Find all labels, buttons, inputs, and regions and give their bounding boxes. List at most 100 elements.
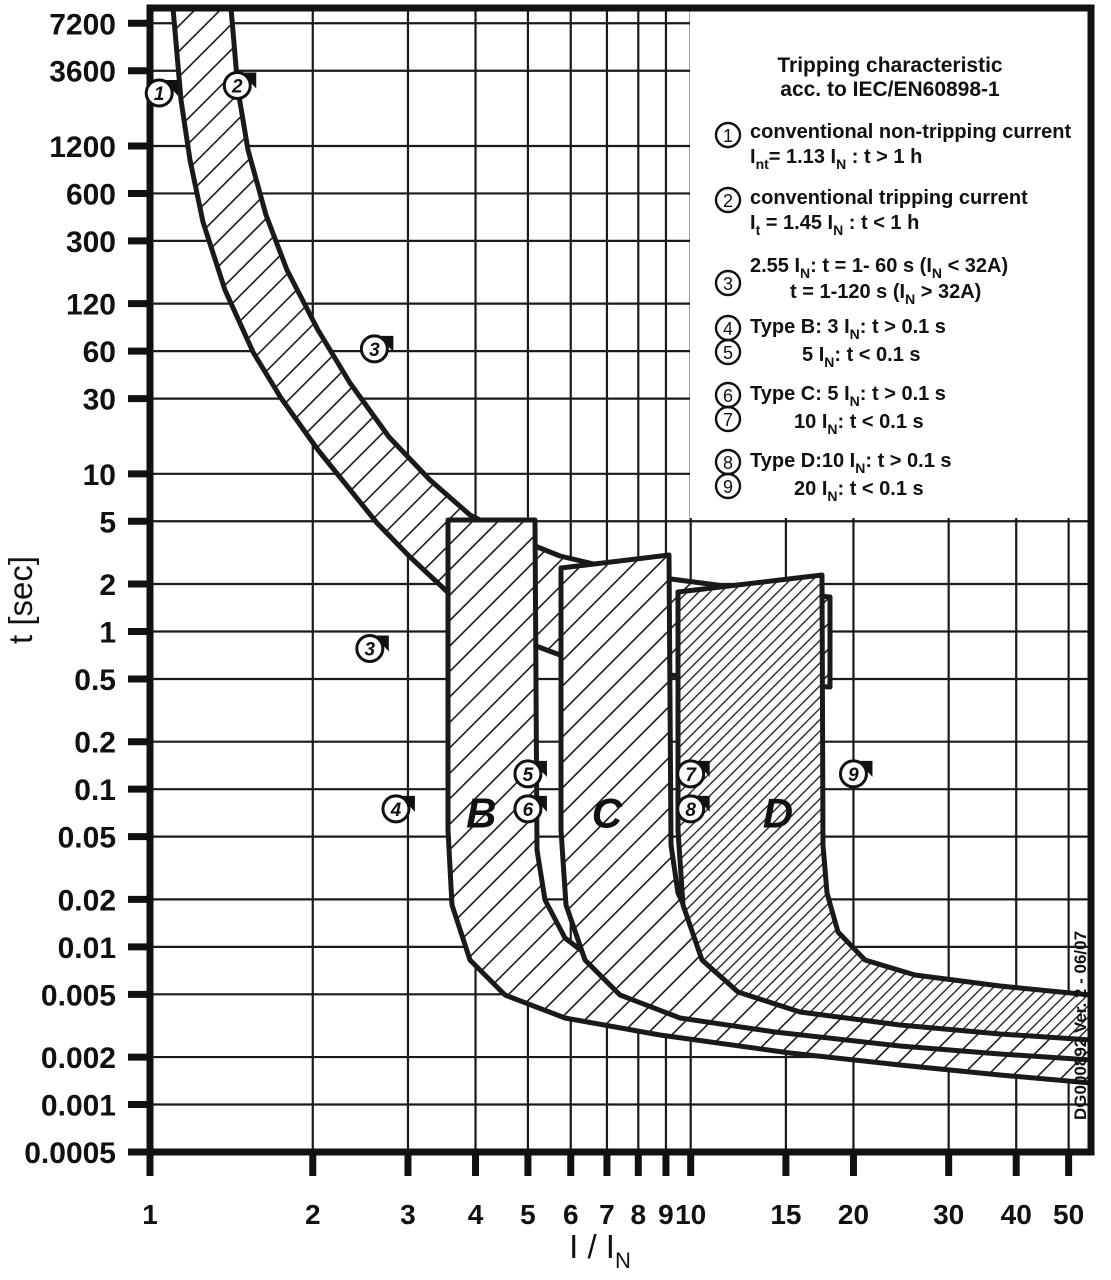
- legend-entry-6-line1: Type C: 5 IN: t > 0.1 s: [750, 383, 946, 409]
- y-tick-label: 60: [83, 336, 116, 369]
- y-tick-label: 0.02: [58, 884, 116, 917]
- x-axis-title: I / IN: [569, 1228, 631, 1273]
- legend-bullet-3-icon: [714, 269, 742, 297]
- figure-side-code: DG000892 Ver. 2 - 06/07: [1071, 931, 1090, 1120]
- legend-bullet-4-label: 4: [723, 319, 733, 339]
- legend-title-line2: acc. to IEC/EN60898-1: [780, 78, 1000, 101]
- curve-marker-4: 4: [381, 794, 415, 824]
- curve-marker-3: 3: [359, 334, 394, 364]
- y-axis-title-text: t [sec]: [2, 556, 39, 644]
- legend-bullet-5-icon: [714, 338, 742, 366]
- legend-bullet-2-label: 2: [723, 191, 733, 211]
- marker-circle-icon: [513, 759, 543, 789]
- legend-entry-3-line2: t = 1-120 s (IN > 32A): [790, 281, 981, 307]
- legend-entry-4: 4 Type B: 3 IN: t > 0.1 s: [714, 314, 946, 342]
- legend-entry-7: 7 10 IN: t < 0.1 s: [714, 405, 924, 437]
- y-tick-label: 5: [99, 506, 116, 539]
- legend-entry-3: 3 2.55 IN: t = 1- 60 s (IN < 32A) t = 1-…: [714, 255, 1008, 307]
- y-tick-label: 0.0005: [24, 1137, 116, 1170]
- y-tick-label: 0.5: [74, 664, 116, 697]
- y-tick-label: 0.001: [41, 1090, 116, 1123]
- marker-circle-icon: [838, 759, 868, 789]
- legend-entry-1: 1 conventional non-tripping current Int=…: [714, 121, 1071, 172]
- x-tick-label: 5: [520, 1199, 536, 1230]
- y-tick-label: 0.1: [74, 774, 116, 807]
- legend-bullet-6-label: 6: [723, 386, 733, 406]
- legend-entry-5: 5 5 IN: t < 0.1 s: [714, 338, 921, 370]
- legend-entry-2-line2: It = 1.45 IN : t < 1 h: [750, 212, 919, 238]
- marker-number-label: 6: [523, 800, 534, 821]
- x-tick-label: 30: [933, 1199, 964, 1230]
- curve-markers: 1 2 3 3 4 5 6 7 8 9: [144, 71, 873, 824]
- y-tick-label: 0.2: [74, 727, 116, 760]
- marker-number-label: 1: [154, 84, 165, 105]
- tripping-bands: [170, 8, 1091, 1086]
- legend-bullet-1-icon: [714, 121, 742, 149]
- zone-letters: B C D: [466, 790, 793, 837]
- legend-content: Tripping characteristic acc. to IEC/EN60…: [714, 54, 1071, 504]
- svg-text:I / IN: I / IN: [569, 1228, 631, 1273]
- legend-bullet-3-label: 3: [723, 274, 733, 294]
- marker-circle-icon: [676, 794, 706, 824]
- zone-label-b: B: [466, 790, 496, 837]
- curve-marker-9: 9: [838, 759, 873, 789]
- x-tick-label: 15: [770, 1199, 801, 1230]
- legend-panel: [690, 8, 1091, 518]
- zone-label-c: C: [592, 790, 623, 837]
- legend-entry-4-line1: Type B: 3 IN: t > 0.1 s: [750, 316, 946, 342]
- marker-circle-icon: [144, 78, 174, 108]
- legend-bullet-8-label: 8: [723, 453, 733, 473]
- y-tick-label: 0.005: [41, 979, 116, 1012]
- x-tick-label: 9: [658, 1199, 674, 1230]
- plot-frame: [146, 4, 1095, 1156]
- zone-label-d: D: [763, 790, 793, 837]
- y-tick-label: 1200: [49, 131, 116, 164]
- curve-marker-5: 5: [513, 759, 547, 789]
- x-tick-label: 20: [838, 1199, 869, 1230]
- x-tick-label: 50: [1053, 1199, 1084, 1230]
- type-b-zone: [445, 517, 1091, 1086]
- marker-circle-icon: [513, 794, 543, 824]
- marker-number-label: 7: [685, 765, 697, 786]
- y-tick-label: 7200: [49, 8, 116, 41]
- marker-number-label: 2: [231, 77, 243, 98]
- legend-bullet-7-label: 7: [723, 410, 733, 430]
- type-d-zone: [675, 572, 1091, 1043]
- curve-marker-8: 8: [676, 794, 710, 824]
- legend-entry-9: 9 20 IN: t < 0.1 s: [714, 472, 924, 504]
- legend-entry-5-line1: 5 IN: t < 0.1 s: [802, 344, 921, 370]
- marker-circle-icon: [359, 334, 389, 364]
- x-tick-label: 8: [631, 1199, 647, 1230]
- marker-number-label: 9: [848, 765, 859, 786]
- x-tick-label: 7: [599, 1199, 615, 1230]
- curve-marker-6: 6: [513, 794, 547, 824]
- y-tick-label: 600: [66, 178, 116, 211]
- y-tick-label: 300: [66, 226, 116, 259]
- y-tick-label: 120: [66, 289, 116, 322]
- legend-entry-3-line1: 2.55 IN: t = 1- 60 s (IN < 32A): [750, 255, 1008, 281]
- marker-circle-icon: [222, 71, 252, 101]
- legend-entry-7-line1: 10 IN: t < 0.1 s: [794, 411, 924, 437]
- marker-number-label: 4: [390, 800, 402, 821]
- y-tick-label: 2: [99, 569, 116, 602]
- marker-number-label: 3: [369, 340, 380, 361]
- marker-number-label: 8: [685, 800, 696, 821]
- marker-circle-icon: [355, 634, 385, 664]
- legend-entry-8-line1: Type D:10 IN: t > 0.1 s: [750, 450, 952, 476]
- legend-entry-2-line1: conventional tripping current: [750, 187, 1028, 209]
- legend-bullet-5-label: 5: [723, 343, 733, 363]
- y-tick-label: 0.05: [58, 822, 116, 855]
- legend-bullet-2-icon: [714, 186, 742, 214]
- x-tick-label: 4: [468, 1199, 484, 1230]
- legend-entry-1-line1: conventional non-tripping current: [750, 121, 1071, 143]
- legend-title-line1: Tripping characteristic: [777, 54, 1003, 77]
- marker-circle-icon: [676, 759, 706, 789]
- legend-bullet-9-icon: [714, 472, 742, 500]
- curve-marker-2: 2: [222, 71, 257, 101]
- x-axis-title-main: I / I: [569, 1228, 615, 1265]
- x-axis-title-sub: N: [615, 1248, 631, 1273]
- x-tick-label: 10: [675, 1199, 706, 1230]
- y-axis-ticks: 7200 3600 1200 600 300 120 60 30 10 5 2 1 0.5 0.2 0.1 0…: [24, 8, 150, 1170]
